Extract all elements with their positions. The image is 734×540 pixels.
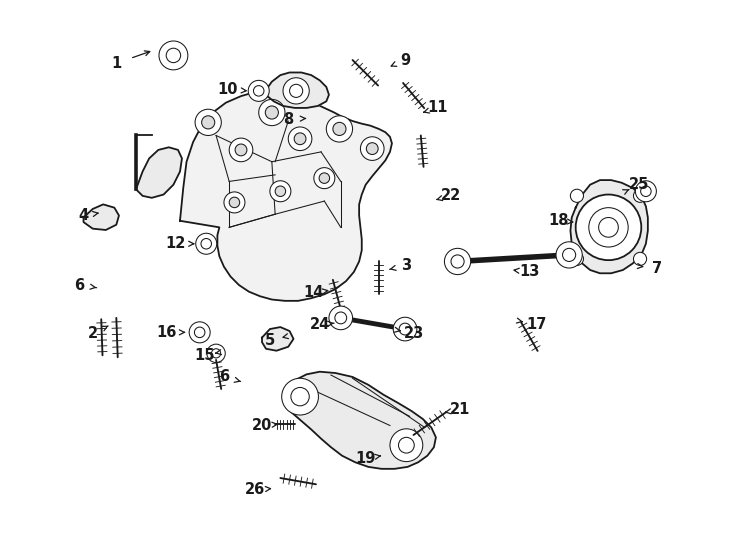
- Text: 6: 6: [75, 278, 84, 293]
- Polygon shape: [265, 72, 329, 108]
- Circle shape: [202, 116, 215, 129]
- Circle shape: [599, 218, 618, 237]
- Circle shape: [270, 181, 291, 202]
- Circle shape: [451, 255, 464, 268]
- Circle shape: [399, 323, 411, 335]
- Text: 4: 4: [79, 208, 89, 223]
- Circle shape: [575, 194, 642, 260]
- Circle shape: [196, 233, 217, 254]
- Text: 13: 13: [520, 265, 540, 280]
- Circle shape: [265, 106, 278, 119]
- Circle shape: [207, 344, 225, 362]
- Text: 17: 17: [526, 317, 547, 332]
- Text: 19: 19: [355, 451, 376, 466]
- Circle shape: [327, 116, 352, 142]
- Circle shape: [570, 252, 584, 266]
- Circle shape: [641, 186, 651, 197]
- Text: 14: 14: [303, 286, 324, 300]
- Text: 8: 8: [283, 112, 294, 126]
- Circle shape: [189, 322, 210, 343]
- Circle shape: [333, 123, 346, 136]
- Text: 10: 10: [218, 82, 238, 97]
- Text: 1: 1: [112, 56, 121, 71]
- Circle shape: [283, 78, 309, 104]
- Circle shape: [329, 306, 352, 330]
- Text: 20: 20: [252, 418, 272, 433]
- Text: 3: 3: [401, 258, 412, 273]
- Circle shape: [319, 173, 330, 184]
- Text: 25: 25: [629, 177, 650, 192]
- Circle shape: [258, 99, 285, 126]
- Circle shape: [399, 437, 414, 453]
- Text: 12: 12: [165, 237, 186, 251]
- Text: 21: 21: [450, 402, 470, 417]
- Text: 24: 24: [310, 317, 330, 332]
- Circle shape: [253, 86, 264, 96]
- Circle shape: [291, 388, 309, 406]
- Circle shape: [235, 144, 247, 156]
- Circle shape: [159, 41, 188, 70]
- Text: 26: 26: [245, 482, 266, 497]
- Text: 9: 9: [400, 52, 410, 68]
- Text: 6: 6: [219, 369, 229, 384]
- Polygon shape: [180, 91, 392, 301]
- Circle shape: [556, 242, 582, 268]
- Circle shape: [314, 167, 335, 188]
- Circle shape: [570, 189, 584, 202]
- Polygon shape: [570, 180, 648, 273]
- Circle shape: [393, 317, 417, 341]
- Circle shape: [589, 208, 628, 247]
- Circle shape: [288, 127, 312, 151]
- Circle shape: [636, 181, 656, 202]
- Circle shape: [275, 186, 286, 197]
- Circle shape: [290, 84, 302, 97]
- Circle shape: [633, 189, 647, 202]
- Circle shape: [211, 349, 221, 358]
- Circle shape: [195, 109, 222, 136]
- Text: 11: 11: [428, 100, 448, 116]
- Circle shape: [166, 48, 181, 63]
- Circle shape: [444, 248, 470, 275]
- Circle shape: [360, 137, 384, 160]
- Text: 16: 16: [156, 325, 177, 340]
- Text: 15: 15: [194, 348, 214, 363]
- Text: 7: 7: [652, 260, 662, 275]
- Polygon shape: [84, 204, 119, 230]
- Polygon shape: [262, 327, 294, 350]
- Circle shape: [282, 379, 319, 415]
- Text: 23: 23: [404, 326, 424, 341]
- Circle shape: [201, 239, 211, 249]
- Text: 22: 22: [441, 188, 461, 204]
- Circle shape: [294, 133, 306, 145]
- Circle shape: [248, 80, 269, 102]
- Circle shape: [229, 197, 240, 208]
- Circle shape: [390, 429, 423, 462]
- Text: 18: 18: [548, 213, 569, 228]
- Text: 2: 2: [87, 326, 98, 341]
- Circle shape: [229, 138, 252, 161]
- Polygon shape: [136, 147, 182, 198]
- Polygon shape: [283, 372, 436, 469]
- Circle shape: [335, 312, 346, 324]
- Circle shape: [195, 327, 205, 338]
- Circle shape: [562, 248, 575, 261]
- Circle shape: [224, 192, 245, 213]
- Circle shape: [633, 252, 647, 266]
- Circle shape: [366, 143, 378, 154]
- Text: 5: 5: [265, 333, 275, 348]
